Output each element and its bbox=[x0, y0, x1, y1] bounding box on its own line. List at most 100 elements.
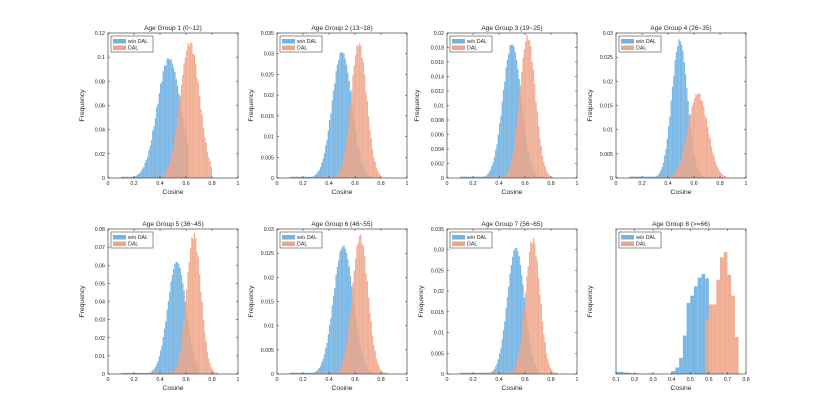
histogram-bar bbox=[343, 245, 345, 374]
histogram-bar bbox=[525, 41, 527, 178]
panel-8: 0.1 0.2 0.3 0.4 0.5 0.6 0.7 0.8 Age Group 8 (>=6… bbox=[587, 221, 750, 392]
histogram-bar bbox=[153, 369, 155, 374]
histogram-bar bbox=[470, 176, 472, 178]
y-tick-label: 0.015 bbox=[600, 104, 613, 110]
legend-swatch bbox=[452, 235, 465, 240]
histogram-bar bbox=[334, 287, 336, 374]
histogram-bar bbox=[480, 372, 483, 374]
histogram-bar bbox=[512, 371, 514, 374]
y-tick-label: 0.04 bbox=[95, 128, 105, 134]
histogram-bar bbox=[144, 163, 146, 178]
histogram-bar bbox=[297, 176, 300, 178]
histogram-bar bbox=[128, 176, 131, 178]
histogram-bar bbox=[639, 176, 641, 178]
x-tick-label: 0.8 bbox=[716, 181, 723, 187]
histogram-bar bbox=[323, 176, 326, 178]
histogram-bar bbox=[518, 256, 520, 374]
histogram-bar bbox=[180, 275, 183, 374]
x-tick-label: 0.2 bbox=[631, 377, 638, 383]
histogram-bar bbox=[154, 118, 157, 178]
histogram-bar bbox=[536, 260, 538, 374]
histogram-bar bbox=[532, 237, 535, 374]
series-dal bbox=[705, 252, 739, 374]
x-tick-label: 0.2 bbox=[469, 377, 476, 383]
histogram-bar bbox=[196, 252, 198, 374]
histogram-bar bbox=[519, 343, 522, 374]
histogram-bar bbox=[124, 372, 127, 374]
histogram-bar bbox=[534, 84, 536, 178]
histogram-bar bbox=[148, 372, 150, 374]
histogram-bar bbox=[512, 257, 514, 374]
histogram-bar bbox=[334, 372, 336, 374]
histogram-bar bbox=[716, 164, 718, 178]
y-tick-label: 0.01 bbox=[264, 135, 274, 141]
histogram-bar bbox=[701, 273, 706, 374]
legend-swatch bbox=[452, 241, 465, 246]
histogram-bar bbox=[161, 81, 163, 178]
histogram-bar bbox=[189, 247, 192, 374]
histogram-bar bbox=[512, 155, 514, 178]
histogram-bar bbox=[671, 175, 674, 178]
histogram-bar bbox=[541, 155, 544, 178]
y-tick-label: 0 bbox=[441, 372, 444, 378]
x-tick-label: 0.3 bbox=[649, 377, 656, 383]
histogram-bar bbox=[339, 251, 341, 374]
histogram-bar bbox=[336, 266, 339, 374]
histogram-bar bbox=[178, 106, 180, 178]
histogram-bar bbox=[662, 162, 665, 178]
histogram-bar bbox=[515, 363, 518, 374]
x-tick-label: 0.6 bbox=[182, 181, 189, 187]
histogram-bar bbox=[470, 372, 472, 374]
panel-5: 0 0.2 0.4 0.6 0.8 1 0 0.01 0.02 0.03 0.04 0.05 0.06 0… bbox=[79, 221, 240, 392]
histogram-bar bbox=[204, 137, 206, 178]
histogram-bar bbox=[169, 372, 171, 374]
histogram-bar bbox=[499, 176, 501, 178]
x-axis-label: Cosine bbox=[501, 189, 522, 196]
histogram-bar bbox=[175, 262, 177, 374]
histogram-bar bbox=[651, 176, 653, 178]
histogram-bar bbox=[186, 289, 188, 374]
histogram-bar bbox=[318, 372, 320, 374]
histogram-bar bbox=[182, 75, 184, 178]
histogram-bar bbox=[170, 58, 172, 178]
histogram-bar bbox=[325, 372, 327, 374]
histogram-bar bbox=[332, 295, 335, 374]
histogram-bar bbox=[694, 286, 698, 374]
histogram-bar bbox=[514, 137, 516, 178]
histogram-bar bbox=[335, 70, 337, 178]
histogram-bar bbox=[616, 371, 620, 374]
histogram-bar bbox=[377, 363, 379, 374]
histogram-bar bbox=[506, 59, 509, 178]
histogram-bar bbox=[488, 176, 490, 178]
histogram-bar bbox=[518, 99, 520, 178]
y-tick-label: 0.005 bbox=[261, 155, 274, 161]
histogram-bar bbox=[201, 301, 203, 374]
y-axis-label: Frequency bbox=[414, 89, 421, 122]
histogram-bar bbox=[681, 44, 683, 178]
histogram-bar bbox=[708, 304, 713, 374]
histogram-bar bbox=[326, 372, 328, 374]
histogram-bar bbox=[291, 372, 293, 374]
x-tick-label: 0.8 bbox=[547, 181, 554, 187]
histogram-bar bbox=[132, 372, 134, 374]
histogram-bar bbox=[167, 372, 170, 374]
x-tick-label: 0 bbox=[107, 377, 110, 383]
histogram-bar bbox=[479, 176, 481, 178]
histogram-bar bbox=[487, 372, 489, 374]
histogram-bar bbox=[340, 52, 342, 178]
histogram-bar bbox=[634, 373, 639, 374]
series-dal bbox=[316, 43, 381, 179]
histogram-bar bbox=[548, 363, 550, 374]
legend-label: w/o DAL bbox=[128, 235, 148, 241]
histogram-bar bbox=[186, 50, 188, 179]
y-tick-label: 0.12 bbox=[95, 31, 105, 37]
histogram-bar bbox=[149, 372, 151, 374]
histogram-bar bbox=[309, 372, 311, 374]
histogram-bar bbox=[636, 176, 639, 178]
histogram-bar bbox=[666, 138, 668, 178]
histogram-bar bbox=[675, 367, 680, 374]
histogram-bar bbox=[175, 127, 177, 178]
histogram-bar bbox=[306, 176, 309, 178]
histogram-bar bbox=[314, 371, 316, 374]
